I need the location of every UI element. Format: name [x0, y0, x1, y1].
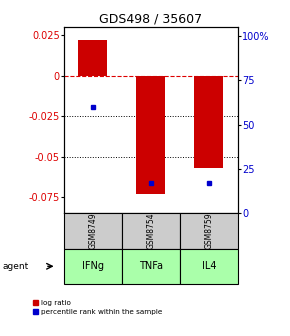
Text: agent: agent — [3, 262, 29, 271]
Text: IFNg: IFNg — [82, 261, 104, 271]
Bar — [194, 76, 223, 168]
Text: IL4: IL4 — [202, 261, 216, 271]
Text: TNFa: TNFa — [139, 261, 163, 271]
Bar — [78, 40, 107, 76]
Text: GSM8754: GSM8754 — [146, 213, 155, 249]
Title: GDS498 / 35607: GDS498 / 35607 — [99, 13, 202, 26]
Legend: log ratio, percentile rank within the sample: log ratio, percentile rank within the sa… — [32, 300, 162, 315]
Bar — [136, 76, 165, 194]
Text: GSM8759: GSM8759 — [204, 213, 213, 249]
Text: GSM8749: GSM8749 — [88, 213, 97, 249]
